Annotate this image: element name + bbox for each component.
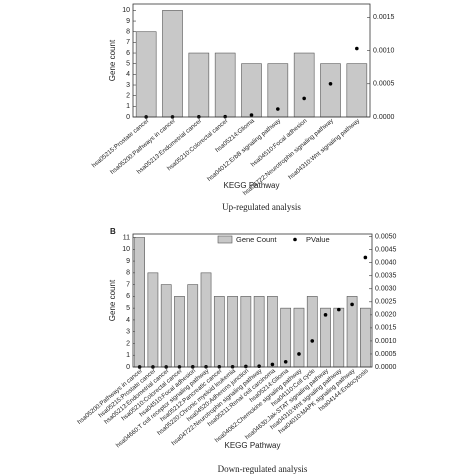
legend-swatch	[217, 235, 233, 244]
bar	[333, 307, 345, 368]
pvalue-dot	[270, 362, 275, 367]
pvalue-dot	[363, 255, 368, 260]
y-tick-label: 2	[126, 93, 130, 100]
y-tick-label: 1	[126, 352, 130, 359]
bar	[187, 284, 199, 368]
bar	[346, 63, 368, 118]
y-tick-label: 9	[126, 18, 130, 25]
y2-tick-label: 0.0005	[373, 81, 395, 88]
bar	[213, 296, 225, 368]
bar	[240, 296, 252, 368]
panel-label: B	[110, 227, 116, 236]
y2-tick-label: 0.0005	[375, 351, 397, 358]
y-tick-label: 4	[126, 71, 130, 78]
pvalue-dot	[302, 96, 306, 101]
plot-frame	[132, 233, 373, 368]
caption: Down-regulated analysis	[218, 464, 308, 474]
bar	[200, 272, 212, 368]
y-tick-label: 0	[126, 364, 130, 371]
bar	[227, 296, 238, 368]
bar	[147, 272, 159, 368]
caption: Up-regulated analysis	[222, 202, 301, 212]
pvalue-dot	[297, 352, 301, 356]
y-tick-label: 8	[126, 29, 130, 36]
y-tick-label: 6	[126, 50, 130, 57]
bar	[253, 296, 265, 368]
y-tick-label: 7	[126, 281, 130, 288]
legend-label: Gene Count	[236, 235, 277, 244]
bar	[280, 307, 292, 368]
y2-tick-label: 0.0015	[375, 325, 397, 332]
bar	[160, 284, 172, 368]
y-tick-label: 9	[126, 258, 130, 265]
bar	[134, 237, 145, 368]
pvalue-dot	[328, 81, 333, 86]
bar	[306, 296, 318, 368]
y-tick-label: 1	[126, 103, 130, 110]
y-tick-label: 3	[126, 329, 130, 336]
y2-tick-label: 0.0025	[375, 299, 397, 306]
pvalue-dot	[355, 46, 359, 51]
y2-tick-label: 0.0020	[375, 312, 397, 319]
y2-tick-label: 0.0040	[375, 260, 397, 267]
y-tick-label: 5	[126, 305, 130, 312]
pvalue-dot	[337, 307, 341, 312]
bar	[320, 307, 331, 368]
y2-tick-label: 0.0000	[373, 114, 395, 121]
bar	[241, 63, 262, 118]
bar	[320, 63, 341, 118]
pvalue-dot	[310, 339, 315, 343]
y-tick-label: 5	[126, 61, 130, 68]
pvalue-dot	[283, 359, 288, 364]
y-tick-label: 8	[126, 270, 130, 277]
y-tick-label: 7	[126, 39, 130, 46]
bar	[174, 296, 185, 368]
x-axis-label: KEGG Pathway	[223, 181, 279, 190]
bar	[135, 31, 157, 118]
y-tick-label: 11	[123, 234, 130, 241]
y2-tick-label: 0.0045	[375, 246, 397, 253]
y-axis-label: Gene count	[108, 279, 117, 321]
y2-tick-label: 0.0010	[373, 47, 395, 54]
y-tick-label: 3	[126, 82, 130, 89]
y-tick-label: 0	[126, 114, 130, 121]
bar	[162, 10, 183, 118]
y-tick-label: 6	[126, 293, 130, 300]
y2-tick-label: 0.0000	[375, 364, 397, 371]
bar	[293, 52, 315, 118]
bar	[293, 307, 305, 368]
y-axis-label: Gene count	[108, 39, 117, 81]
y2-tick-label: 0.0035	[375, 273, 397, 280]
x-axis-label: KEGG Pathway	[224, 441, 280, 450]
y2-tick-label: 0.0030	[375, 286, 397, 293]
pvalue-dot	[323, 313, 328, 317]
bar	[346, 296, 358, 368]
pvalue-dot	[276, 107, 280, 111]
pvalue-dot	[350, 302, 354, 307]
legend-label: PValue	[306, 235, 330, 244]
bar	[360, 307, 371, 368]
y-tick-label: 10	[122, 246, 130, 253]
pvalue-dot	[249, 113, 254, 117]
y2-tick-label: 0.0010	[375, 338, 397, 345]
bar	[267, 296, 278, 368]
y-tick-label: 4	[126, 317, 130, 324]
y-tick-label: 2	[126, 340, 130, 347]
y2-tick-label: 0.0015	[373, 14, 395, 21]
bar	[214, 52, 236, 118]
bar	[188, 52, 210, 118]
y2-tick-label: 0.0050	[375, 233, 397, 240]
legend-swatch	[293, 237, 297, 242]
y-tick-label: 10	[122, 7, 130, 14]
plot-frame	[132, 3, 371, 118]
